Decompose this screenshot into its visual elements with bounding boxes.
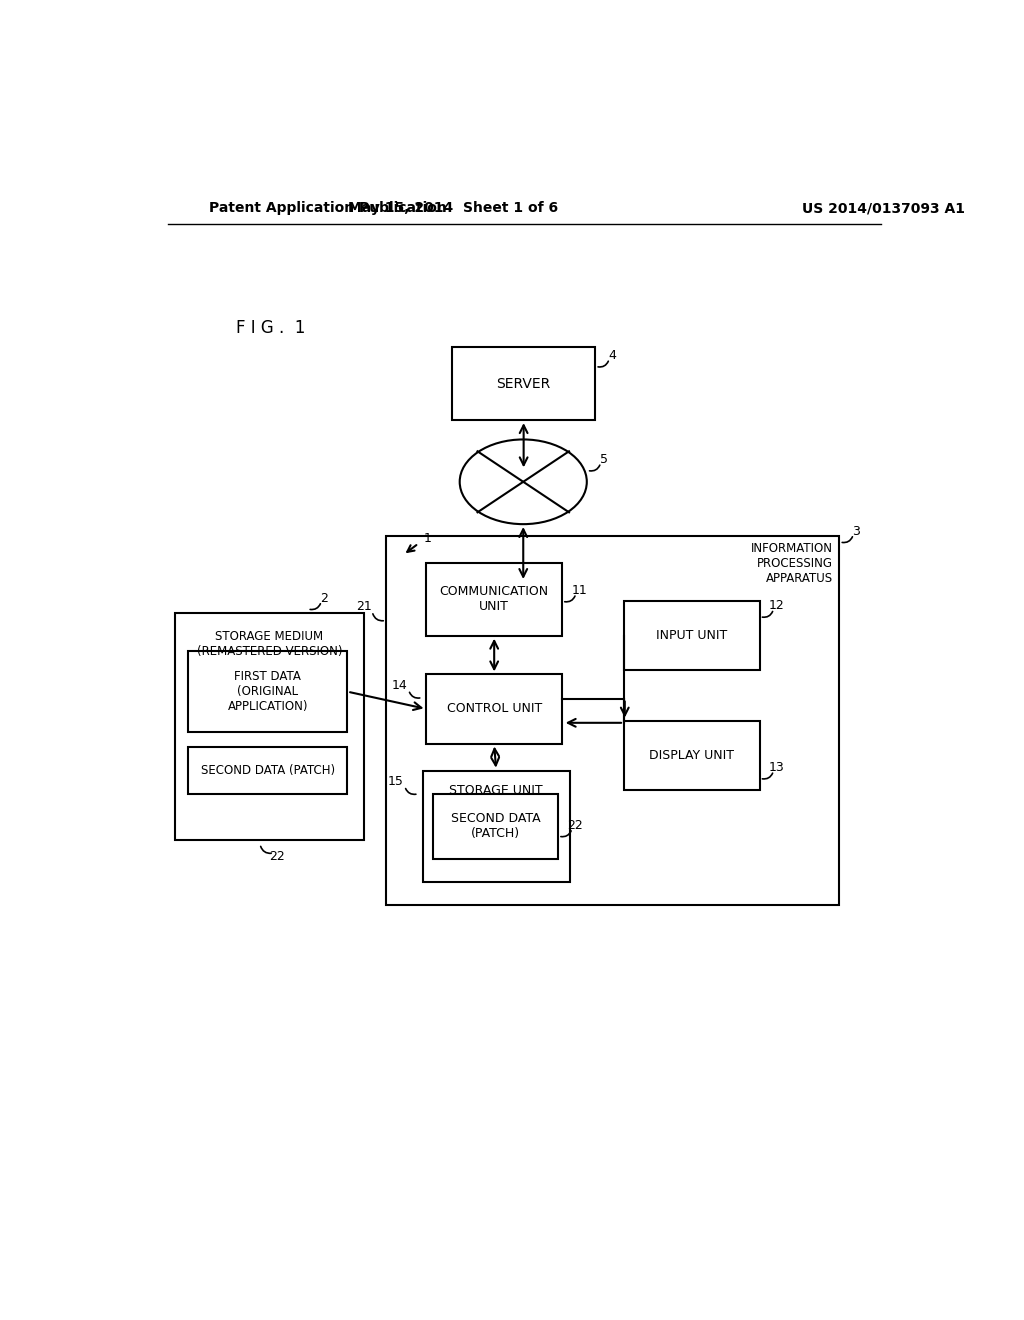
Bar [624,721,760,789]
Bar [423,771,569,882]
Text: 3: 3 [853,524,860,537]
Text: SECOND DATA
(PATCH): SECOND DATA (PATCH) [451,812,541,841]
Bar [452,347,595,420]
Text: SECOND DATA (PATCH): SECOND DATA (PATCH) [201,764,335,777]
Text: INPUT UNIT: INPUT UNIT [656,630,727,643]
Text: 12: 12 [769,599,784,612]
Text: CONTROL UNIT: CONTROL UNIT [446,702,542,715]
Text: 22: 22 [269,850,285,862]
Bar [426,675,562,743]
Text: COMMUNICATION
UNIT: COMMUNICATION UNIT [439,585,549,614]
Bar [174,612,365,840]
Text: DISPLAY UNIT: DISPLAY UNIT [649,748,734,762]
Text: STORAGE UNIT: STORAGE UNIT [450,784,543,797]
Bar [432,793,558,859]
Text: 4: 4 [608,348,616,362]
Text: 22: 22 [567,818,583,832]
Bar [188,651,347,733]
Bar [188,747,347,793]
Text: 2: 2 [321,591,329,605]
Bar [426,562,562,636]
Text: 15: 15 [387,775,403,788]
Text: SERVER: SERVER [497,376,551,391]
Text: 5: 5 [600,453,608,466]
Text: 21: 21 [356,601,373,612]
Text: F I G .  1: F I G . 1 [237,319,306,337]
Text: 13: 13 [769,760,784,774]
Text: 1: 1 [424,532,432,545]
Text: Patent Application Publication: Patent Application Publication [209,202,447,215]
Text: 11: 11 [571,583,587,597]
Ellipse shape [460,440,587,524]
Text: INFORMATION
PROCESSING
APPARATUS: INFORMATION PROCESSING APPARATUS [752,543,834,585]
Text: May 15, 2014  Sheet 1 of 6: May 15, 2014 Sheet 1 of 6 [348,202,558,215]
Text: 14: 14 [391,678,408,692]
Bar [624,601,760,671]
Text: STORAGE MEDIUM
(REMASTERED VERSION): STORAGE MEDIUM (REMASTERED VERSION) [197,630,342,657]
Bar [386,536,840,906]
Text: FIRST DATA
(ORIGINAL
APPLICATION): FIRST DATA (ORIGINAL APPLICATION) [227,671,308,713]
Text: US 2014/0137093 A1: US 2014/0137093 A1 [802,202,966,215]
